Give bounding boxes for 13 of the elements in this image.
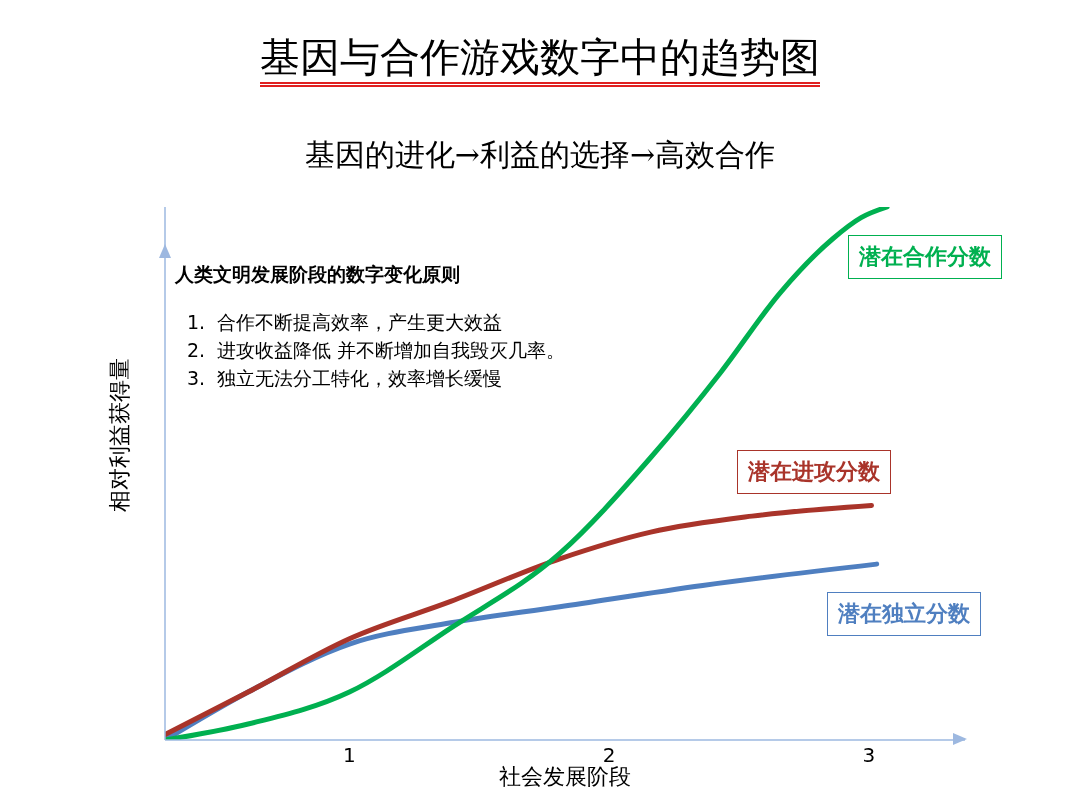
series-label: 潜在进攻分数 (737, 450, 891, 494)
annotation: 2. 进攻收益降低 并不断增加自我毁灭几率。 (186, 338, 567, 363)
annotation: 1. 合作不断提高效率，产生更大效益 (186, 310, 504, 335)
x-axis-title: 社会发展阶段 (499, 764, 631, 789)
annotation: 3. 独立无法分工特化，效率增长缓慢 (186, 366, 504, 391)
x-tick-label: 1 (343, 743, 356, 768)
chart-title: 基因与合作游戏数字中的趋势图 (260, 34, 820, 87)
series-label: 潜在合作分数 (848, 235, 1002, 279)
series-label: 潜在独立分数 (827, 592, 981, 636)
y-axis-title: 相对利益获得量 (106, 358, 133, 512)
x-tick-label: 3 (862, 743, 876, 768)
chart-subtitle: 基因的进化→利益的选择→高效合作 (303, 136, 777, 174)
annotation: 人类文明发展阶段的数字变化原则 (175, 262, 461, 287)
